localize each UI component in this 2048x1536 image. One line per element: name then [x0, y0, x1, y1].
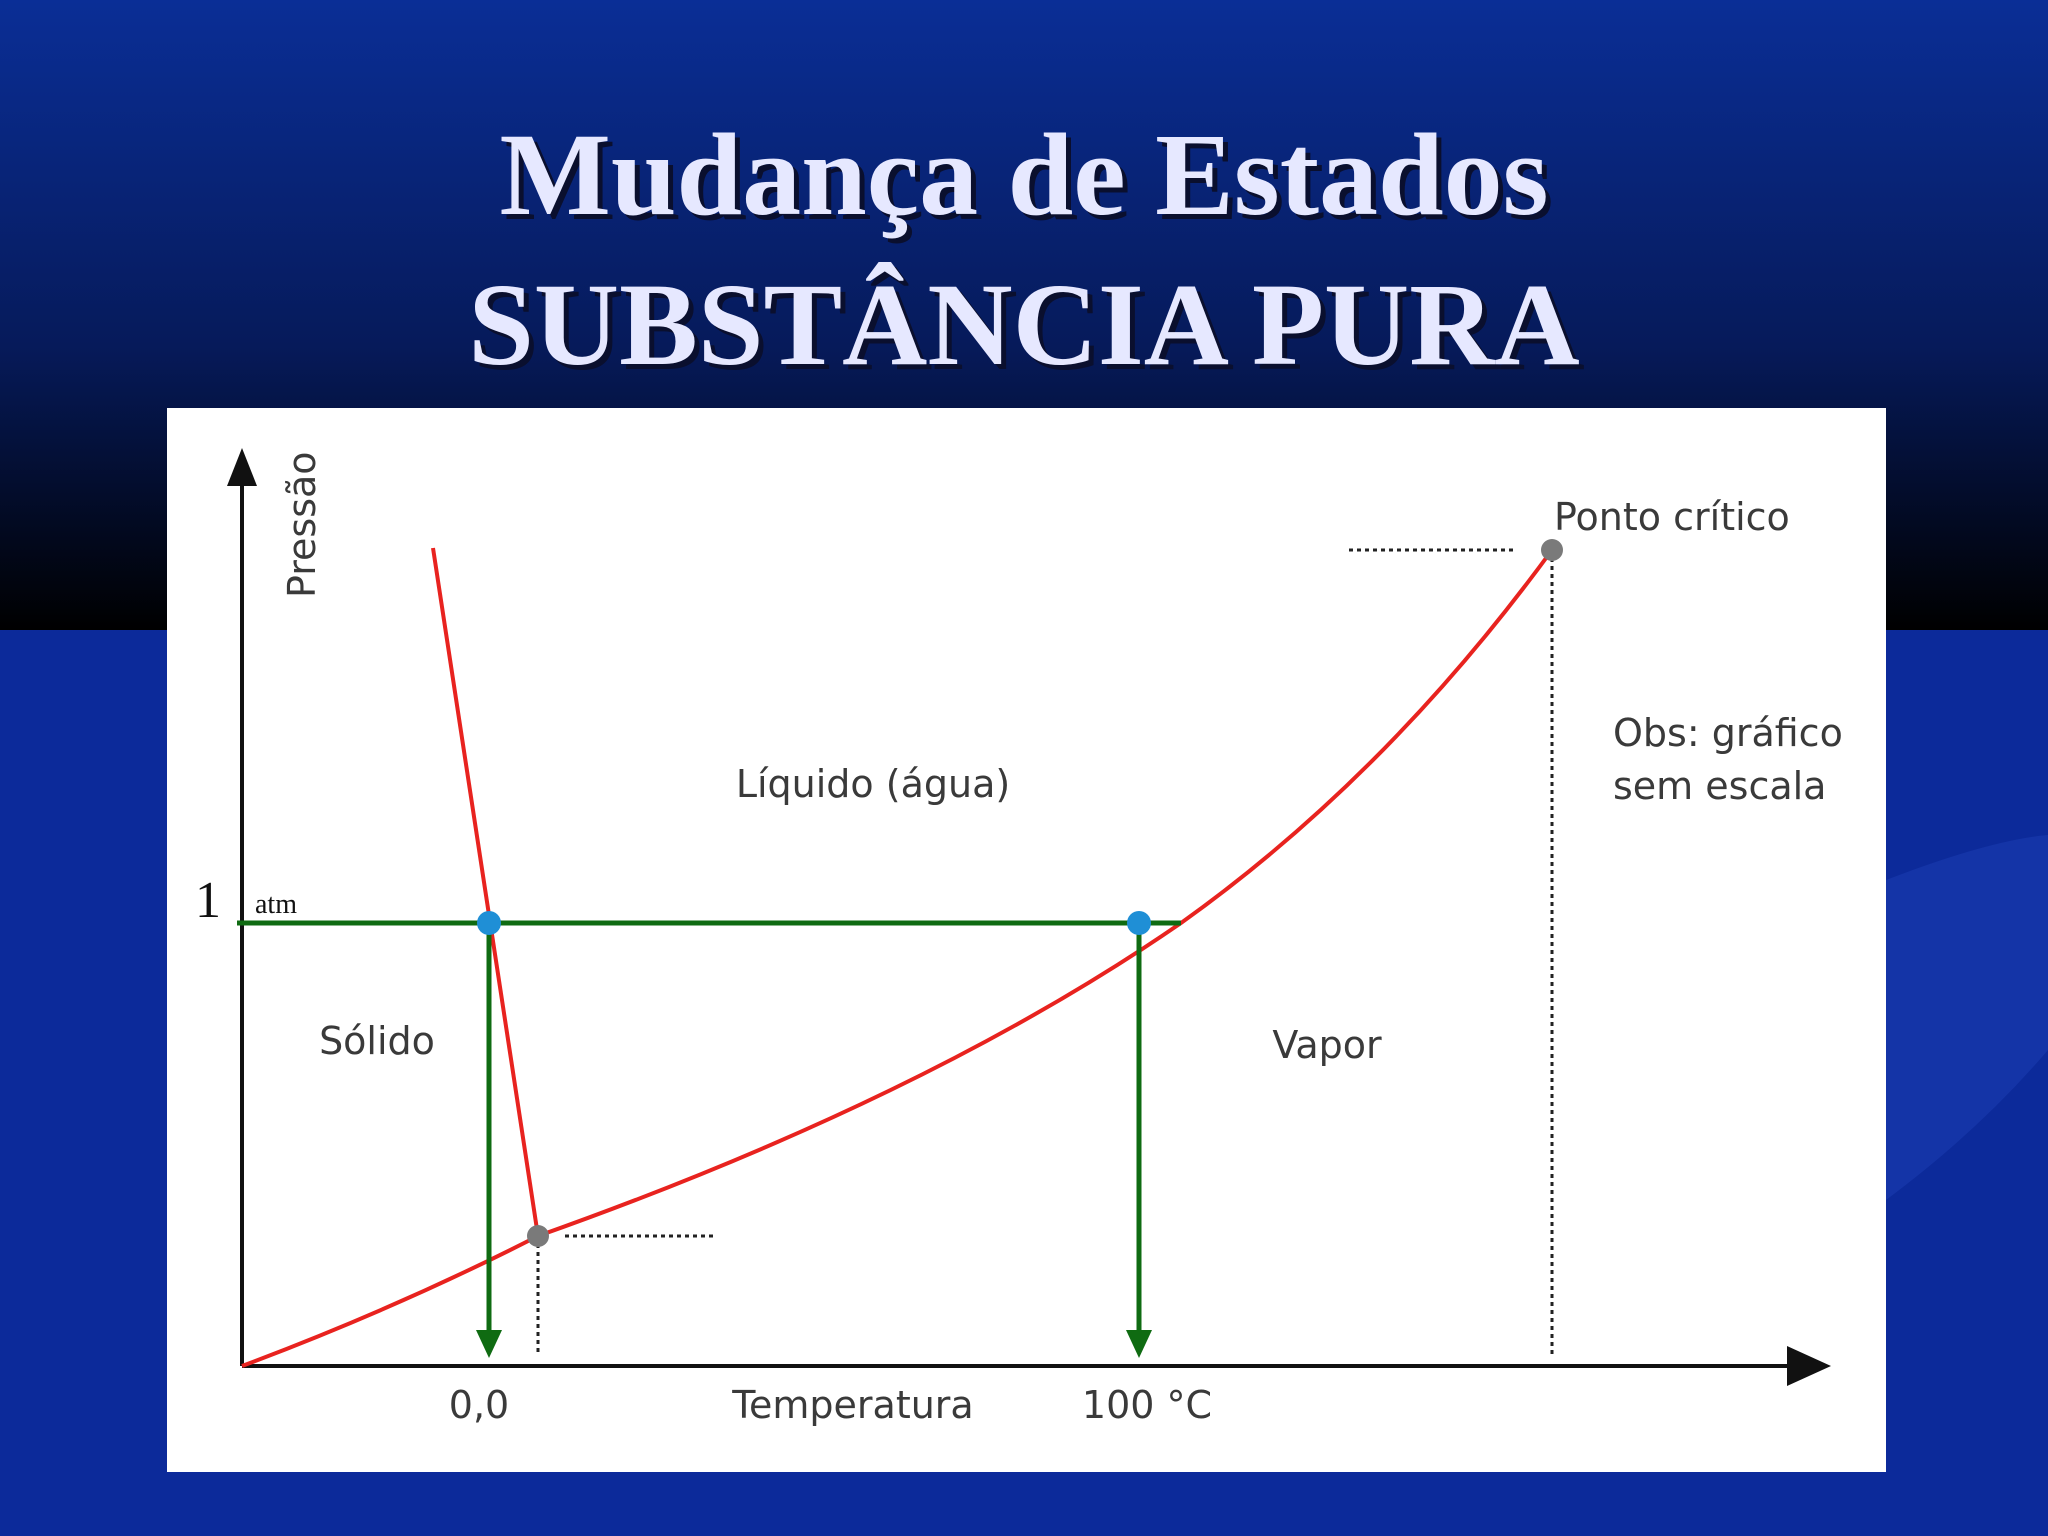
up-arrow-icon — [227, 448, 257, 486]
boiling-point-marker — [1127, 911, 1151, 935]
right-arrow-icon — [1787, 1346, 1831, 1386]
note-line-1: Obs: gráfico — [1613, 711, 1843, 755]
x-axis-label: Temperatura — [731, 1383, 973, 1427]
title-line-2: SUBSTÂNCIA PURA — [468, 259, 1580, 390]
note-line-2: sem escala — [1613, 764, 1826, 808]
x-tick-boiling: 100 °C — [1082, 1383, 1212, 1427]
critical-point-marker — [1541, 539, 1563, 561]
x-tick-melting: 0,0 — [449, 1383, 509, 1427]
triple-point-marker — [527, 1225, 549, 1247]
phase-diagram: Pressão Temperatura 0,0 100 °C 1 atm Líq… — [167, 408, 1886, 1472]
title-line-1: Mudança de Estados — [499, 109, 1549, 240]
pressure-unit: atm — [255, 889, 297, 920]
region-solid-label: Sólido — [319, 1019, 435, 1063]
y-axis-label: Pressão — [280, 451, 324, 598]
critical-point-label: Ponto crítico — [1554, 495, 1790, 539]
down-arrow-icon — [476, 1330, 502, 1358]
region-liquid-label: Líquido (água) — [736, 762, 1010, 806]
down-arrow-icon — [1126, 1330, 1152, 1358]
region-vapor-label: Vapor — [1272, 1023, 1382, 1067]
pressure-value: 1 — [195, 872, 221, 929]
vapor-pressure-curve — [241, 548, 1554, 1368]
melting-curve — [431, 547, 540, 1237]
melting-point-marker — [477, 911, 501, 935]
